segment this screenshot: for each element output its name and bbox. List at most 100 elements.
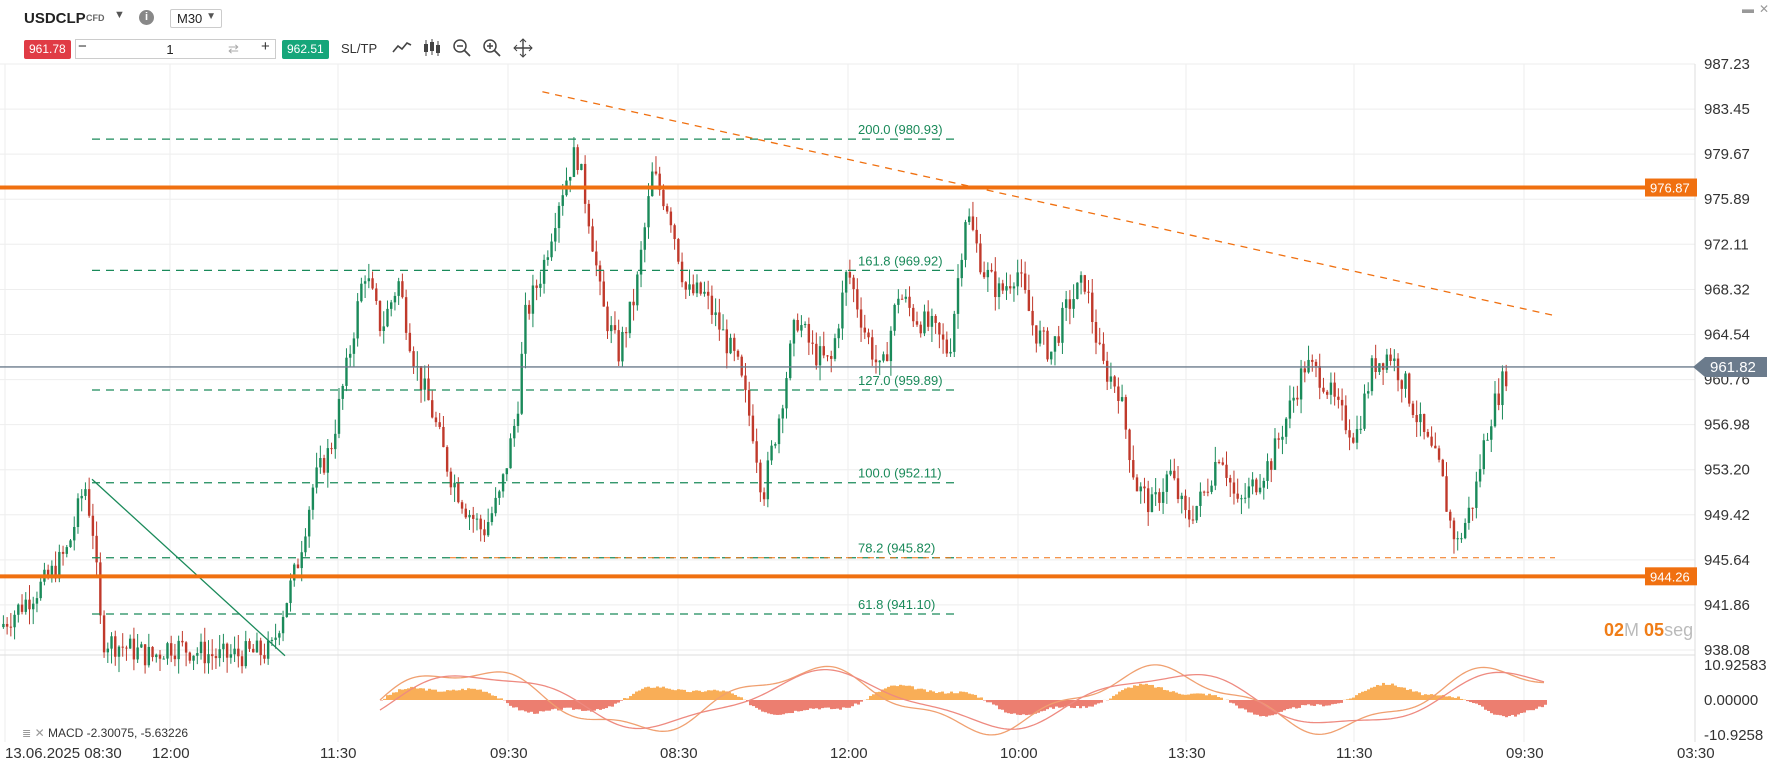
candle-body: [1012, 286, 1016, 289]
candle-body: [65, 547, 68, 554]
macd-histogram-bar: [431, 689, 434, 700]
candle-body: [244, 641, 247, 667]
quantity-increase-button[interactable]: +: [261, 38, 270, 55]
macd-histogram-bar: [647, 686, 650, 700]
candle-body: [1240, 498, 1243, 500]
candle-body: [658, 173, 661, 190]
candle-body: [1050, 351, 1053, 360]
indicator-close-icon[interactable]: ✕: [34, 726, 45, 740]
macd-histogram-bar: [1265, 700, 1268, 717]
minimize-icon[interactable]: ▬: [1742, 2, 1754, 16]
indicator-settings-icon[interactable]: ≣: [22, 728, 32, 740]
candle-body: [1161, 491, 1165, 503]
candle-body: [968, 216, 971, 223]
macd-histogram-bar: [1073, 700, 1076, 709]
candle-body: [1385, 354, 1389, 370]
quantity-input[interactable]: 1: [166, 42, 174, 57]
swap-icon[interactable]: ⇄: [228, 41, 239, 56]
candle-body: [1482, 440, 1486, 470]
candle-chart-icon[interactable]: [421, 37, 443, 59]
macd-histogram-bar: [1424, 694, 1427, 700]
candle-body: [207, 654, 210, 664]
candle-body: [919, 324, 922, 334]
macd-histogram-bar: [626, 698, 629, 700]
zoom-out-icon[interactable]: [451, 37, 473, 59]
candle-body: [610, 325, 613, 332]
macd-histogram-bar: [842, 700, 845, 708]
macd-histogram-bar: [1130, 687, 1133, 700]
macd-histogram-bar: [1004, 700, 1007, 713]
macd-histogram-bar: [965, 692, 968, 700]
candle-body: [964, 222, 967, 260]
candle-body: [926, 311, 930, 327]
info-icon[interactable]: i: [139, 10, 154, 25]
macd-histogram-bar: [563, 700, 566, 708]
macd-histogram-bar: [1502, 700, 1505, 717]
candle-body: [1214, 461, 1217, 486]
sltp-button[interactable]: SL/TP: [341, 41, 378, 56]
macd-histogram-bar: [413, 687, 416, 700]
candle-body: [397, 281, 400, 296]
macd-histogram-bar: [602, 700, 605, 709]
quantity-decrease-button[interactable]: −: [78, 38, 87, 55]
macd-histogram-bar: [533, 700, 536, 714]
candle-body: [289, 580, 292, 604]
candle-body: [106, 648, 110, 653]
timeframe-select[interactable]: M30 ▼: [170, 9, 222, 28]
candle-body: [9, 626, 13, 628]
candle-body: [1475, 481, 1478, 508]
macd-histogram-bar: [1535, 700, 1538, 709]
macd-histogram-bar: [1400, 687, 1403, 700]
candle-body: [636, 274, 639, 306]
candle-body: [1404, 373, 1407, 389]
macd-histogram-bar: [1019, 700, 1022, 716]
candle-body: [695, 282, 699, 294]
candle-body: [304, 536, 307, 553]
symbol-name[interactable]: USDCLP: [24, 10, 86, 27]
macd-histogram-bar: [608, 700, 611, 707]
sell-price-button[interactable]: 961.78: [24, 40, 71, 59]
candle-body: [393, 295, 397, 303]
macd-histogram-bar: [722, 690, 725, 700]
macd-histogram-bar: [1268, 700, 1271, 716]
buy-price-button[interactable]: 962.51: [282, 40, 329, 59]
candle-body: [774, 444, 777, 446]
candle-body: [263, 655, 266, 659]
macd-histogram-bar: [470, 688, 473, 700]
macd-histogram-bar: [1469, 700, 1472, 703]
x-tick-label: 09:30: [1506, 745, 1544, 762]
macd-histogram-bar: [1247, 700, 1250, 713]
macd-histogram-bar: [545, 700, 548, 711]
x-tick-label: 09:30: [490, 745, 528, 762]
candle-body: [84, 489, 87, 496]
candle-body: [718, 312, 721, 330]
candle-body: [677, 239, 680, 262]
move-icon[interactable]: [512, 37, 534, 59]
macd-histogram-bar: [1376, 684, 1379, 700]
candle-body: [994, 271, 997, 298]
macd-histogram-bar: [818, 700, 821, 710]
fib-level-label: 127.0 (959.89): [858, 373, 943, 388]
candle-body: [352, 338, 356, 354]
macd-histogram-bar: [1214, 695, 1217, 700]
timer-minutes: 02: [1604, 620, 1625, 640]
macd-histogram-bar: [494, 695, 497, 700]
macd-histogram-bar: [521, 700, 524, 711]
candle-body: [568, 176, 572, 181]
macd-histogram-bar: [578, 700, 581, 710]
macd-histogram-bar: [710, 690, 713, 700]
symbol-dropdown-icon[interactable]: ▼: [114, 9, 125, 21]
candle-body: [1381, 363, 1385, 370]
line-chart-icon[interactable]: [391, 37, 413, 59]
candle-body: [953, 313, 956, 352]
candle-body: [73, 526, 76, 541]
close-icon[interactable]: ✕: [1759, 2, 1770, 16]
macd-histogram-bar: [596, 700, 599, 710]
macd-histogram-bar: [536, 700, 539, 714]
candle-body: [1452, 520, 1456, 540]
candle-body: [1478, 469, 1482, 482]
macd-histogram-bar: [905, 685, 908, 700]
candle-body: [181, 640, 184, 643]
zoom-in-icon[interactable]: [481, 37, 503, 59]
